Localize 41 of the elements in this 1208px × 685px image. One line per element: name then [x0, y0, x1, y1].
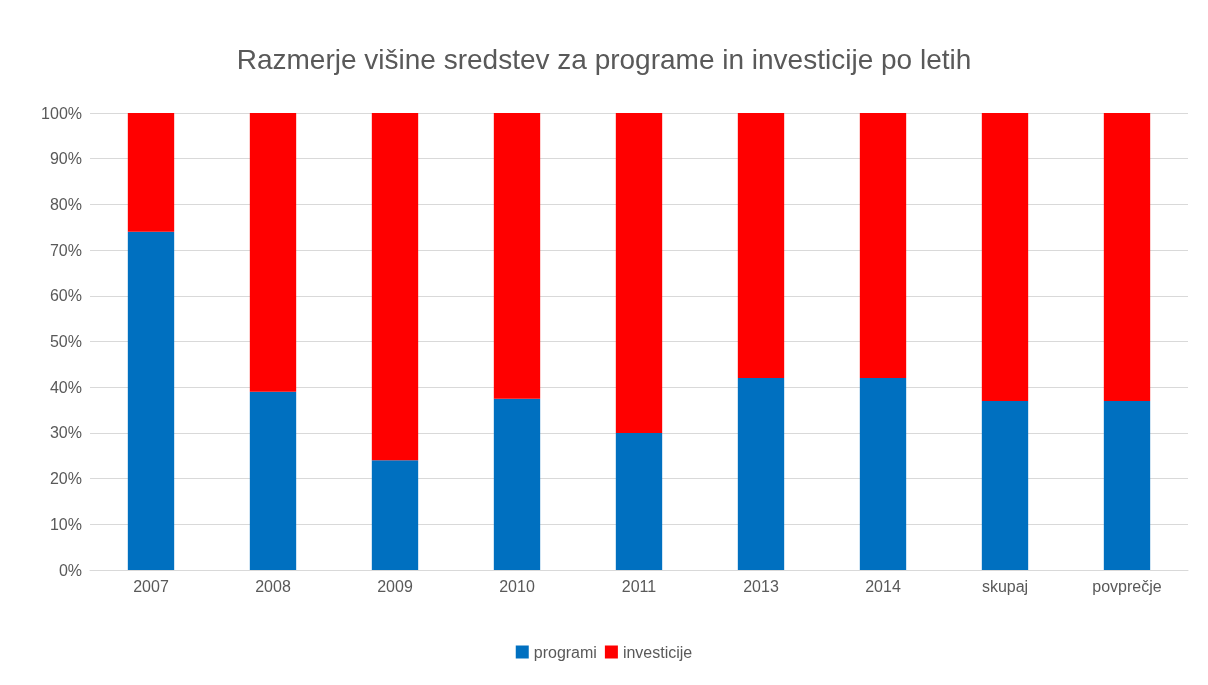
x-tick-label: 2007: [133, 577, 169, 595]
bar: [1103, 113, 1151, 401]
chart-title: Razmerje višine sredstev za programe in investicije po letih: [236, 43, 972, 75]
x-tick-label: 2011: [621, 577, 657, 595]
bar: [493, 113, 541, 399]
y-tick-label: 30%: [49, 424, 82, 442]
legend-label: programi: [533, 643, 597, 661]
y-tick-label: 0%: [58, 561, 82, 579]
y-tick-label: 60%: [49, 287, 82, 305]
y-tick-label: 90%: [49, 150, 82, 168]
x-tick-label: 2008: [255, 577, 291, 595]
bar: [981, 400, 1029, 570]
x-tick-label: 2013: [743, 577, 779, 595]
y-tick-label: 20%: [49, 470, 82, 488]
x-tick-label: 2009: [377, 577, 413, 595]
bar: [371, 460, 419, 570]
bar: [859, 113, 907, 379]
bar: [615, 432, 663, 570]
x-tick-label: skupaj: [981, 577, 1029, 595]
y-tick-label: 80%: [49, 195, 82, 213]
bar: [981, 113, 1029, 401]
y-tick-label: 10%: [49, 515, 82, 533]
bar: [249, 391, 297, 570]
bar: [127, 231, 175, 570]
x-tick-label: povprečje: [1092, 577, 1162, 595]
bar: [615, 113, 663, 433]
y-tick-label: 50%: [49, 333, 82, 350]
y-tick-label: 70%: [49, 241, 82, 259]
x-tick-label: 2014: [865, 577, 901, 595]
bar: [127, 113, 175, 232]
x-tick-label: 2010: [499, 577, 535, 595]
bar: [859, 378, 907, 570]
bar: [493, 398, 541, 570]
bar: [1103, 400, 1151, 570]
bar: [249, 113, 297, 392]
legend-label: investicije: [622, 643, 693, 661]
bar: [737, 378, 785, 570]
bar: [737, 113, 785, 379]
y-tick-label: 100%: [41, 104, 82, 122]
y-tick-label: 40%: [49, 378, 82, 396]
bar: [371, 113, 419, 461]
